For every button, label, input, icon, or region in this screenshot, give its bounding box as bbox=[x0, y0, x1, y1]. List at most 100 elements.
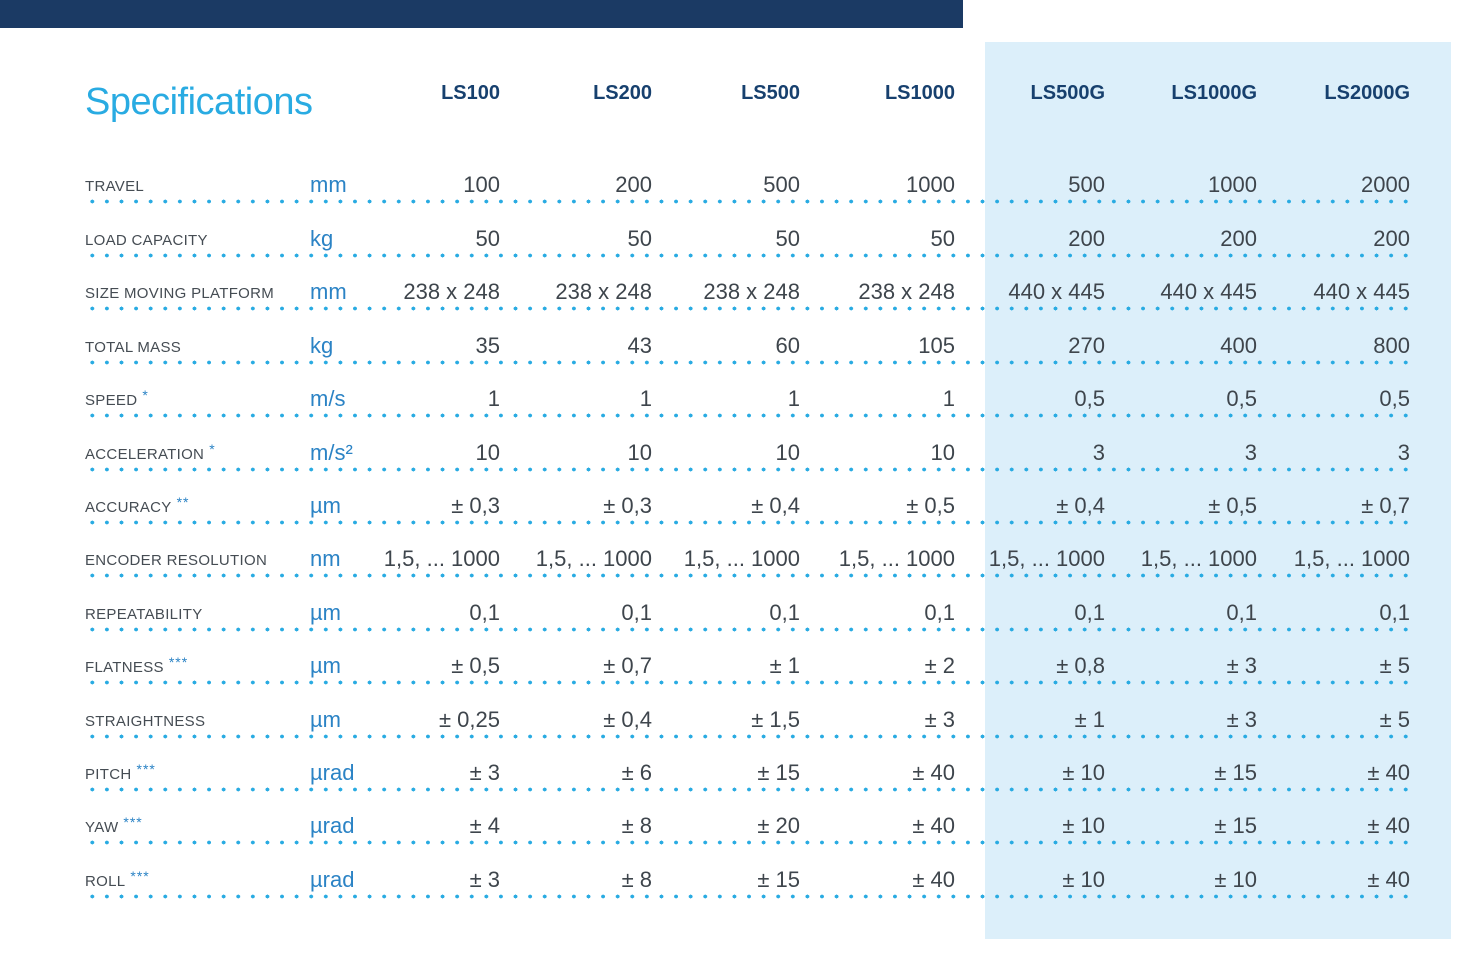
table-row: ENCODER RESOLUTION nm 1,5, ... 1000 1,5, … bbox=[85, 523, 1410, 579]
row-label-cell: LOAD CAPACITY bbox=[85, 233, 310, 256]
value-size-moving-platform-ls500g: 440 x 445 bbox=[1008, 279, 1105, 305]
row-footnote: ** bbox=[176, 493, 190, 510]
value-encoder-resolution-ls2000g: 1,5, ... 1000 bbox=[1293, 546, 1410, 572]
column-header-ls500: LS500 bbox=[741, 82, 800, 104]
value-load-capacity-ls2000g: 200 bbox=[1373, 225, 1410, 251]
value-acceleration-ls2000g: 3 bbox=[1397, 439, 1410, 465]
column-header-ls2000g: LS2000G bbox=[1324, 82, 1410, 104]
value-repeatability-ls500: 0,1 bbox=[769, 599, 800, 625]
value-encoder-resolution-ls1000g: 1,5, ... 1000 bbox=[1140, 546, 1257, 572]
row-unit: µm bbox=[310, 653, 342, 679]
dotted-divider bbox=[85, 413, 1410, 419]
row-label-cell: YAW *** bbox=[85, 815, 310, 843]
table-row: SIZE MOVING PLATFORM mm 238 x 248 238 x 2… bbox=[85, 256, 1410, 312]
value-roll-ls500: ± 15 bbox=[757, 866, 800, 892]
row-unit: m/s bbox=[310, 386, 346, 412]
value-repeatability-ls1000g: 0,1 bbox=[1226, 599, 1257, 625]
value-roll-ls200: ± 8 bbox=[621, 866, 652, 892]
page-title: Specifications bbox=[85, 81, 313, 123]
row-unit: µm bbox=[310, 706, 342, 732]
value-speed-ls1000: 1 bbox=[942, 386, 955, 412]
value-speed-ls2000g: 0,5 bbox=[1379, 386, 1410, 412]
column-header-ls500g: LS500G bbox=[1030, 82, 1105, 104]
row-label: FLATNESS bbox=[85, 659, 164, 677]
table-row: YAW *** µrad ± 4 ± 8 ± 20 ± 40 ± 10 ± 15 ± 40 bbox=[85, 790, 1410, 846]
row-label-cell: SIZE MOVING PLATFORM bbox=[85, 286, 310, 309]
table-body: TRAVEL mm 100 200 500 1000 500 1000 2000 LOAD … bbox=[85, 149, 1410, 899]
value-speed-ls200: 1 bbox=[639, 386, 652, 412]
row-unit: m/s² bbox=[310, 439, 353, 465]
value-straightness-ls500: ± 1,5 bbox=[751, 706, 800, 732]
dotted-divider bbox=[85, 626, 1410, 632]
dotted-divider bbox=[85, 840, 1410, 846]
dotted-divider bbox=[85, 680, 1410, 686]
table-row: TRAVEL mm 100 200 500 1000 500 1000 2000 bbox=[85, 149, 1410, 205]
value-travel-ls200: 200 bbox=[615, 172, 652, 198]
value-flatness-ls1000: ± 2 bbox=[924, 653, 955, 679]
value-load-capacity-ls500g: 200 bbox=[1068, 225, 1105, 251]
value-accuracy-ls200: ± 0,3 bbox=[603, 492, 652, 518]
dotted-divider bbox=[85, 787, 1410, 793]
value-roll-ls1000: ± 40 bbox=[912, 866, 955, 892]
row-label: ACCELERATION bbox=[85, 445, 205, 463]
value-straightness-ls100: ± 0,25 bbox=[438, 706, 500, 732]
row-unit: µm bbox=[310, 599, 342, 625]
row-label: STRAIGHTNESS bbox=[85, 712, 206, 730]
value-load-capacity-ls1000g: 200 bbox=[1220, 225, 1257, 251]
value-total-mass-ls1000: 105 bbox=[918, 332, 955, 358]
value-speed-ls500g: 0,5 bbox=[1074, 386, 1105, 412]
dotted-divider bbox=[85, 733, 1410, 739]
dotted-divider bbox=[85, 466, 1410, 472]
row-unit: kg bbox=[310, 332, 334, 358]
table-row: TOTAL MASS kg 35 43 60 105 270 400 800 bbox=[85, 309, 1410, 365]
value-total-mass-ls1000g: 400 bbox=[1220, 332, 1257, 358]
row-label: SIZE MOVING PLATFORM bbox=[85, 285, 275, 303]
value-yaw-ls2000g: ± 40 bbox=[1367, 813, 1410, 839]
value-yaw-ls500: ± 20 bbox=[757, 813, 800, 839]
row-label-cell: REPEATABILITY bbox=[85, 607, 310, 630]
value-encoder-resolution-ls1000: 1,5, ... 1000 bbox=[838, 546, 955, 572]
value-roll-ls1000g: ± 10 bbox=[1214, 866, 1257, 892]
value-yaw-ls100: ± 4 bbox=[469, 813, 500, 839]
value-pitch-ls1000g: ± 15 bbox=[1214, 760, 1257, 786]
value-roll-ls2000g: ± 40 bbox=[1367, 866, 1410, 892]
value-yaw-ls1000g: ± 15 bbox=[1214, 813, 1257, 839]
row-footnote: * bbox=[142, 387, 149, 404]
dotted-divider bbox=[85, 359, 1410, 365]
value-pitch-ls1000: ± 40 bbox=[912, 760, 955, 786]
value-flatness-ls200: ± 0,7 bbox=[603, 653, 652, 679]
table-row: STRAIGHTNESS µm ± 0,25 ± 0,4 ± 1,5 ± 3 ± 1 ± … bbox=[85, 683, 1410, 739]
value-acceleration-ls500: 10 bbox=[775, 439, 800, 465]
table-row: SPEED * m/s 1 1 1 1 0,5 0,5 0,5 bbox=[85, 363, 1410, 419]
column-header-ls1000g: LS1000G bbox=[1171, 82, 1257, 104]
value-total-mass-ls200: 43 bbox=[627, 332, 652, 358]
value-roll-ls100: ± 3 bbox=[469, 866, 500, 892]
value-accuracy-ls500: ± 0,4 bbox=[751, 492, 800, 518]
spec-table: Specifications LS100 LS200 LS500 LS1000 LS50… bbox=[85, 60, 1410, 899]
dotted-divider bbox=[85, 252, 1410, 258]
value-total-mass-ls2000g: 800 bbox=[1373, 332, 1410, 358]
value-accuracy-ls1000g: ± 0,5 bbox=[1208, 492, 1257, 518]
row-label: ROLL bbox=[85, 872, 126, 890]
row-footnote: *** bbox=[130, 867, 150, 884]
row-label-cell: TRAVEL bbox=[85, 179, 310, 202]
table-row: ACCURACY ** µm ± 0,3 ± 0,3 ± 0,4 ± 0,5 ± 0,4 ±… bbox=[85, 470, 1410, 525]
row-label: PITCH bbox=[85, 766, 132, 784]
value-straightness-ls1000: ± 3 bbox=[924, 706, 955, 732]
value-yaw-ls1000: ± 40 bbox=[912, 813, 955, 839]
table-row: REPEATABILITY µm 0,1 0,1 0,1 0,1 0,1 0,1 0,1 bbox=[85, 576, 1410, 632]
row-label-cell: PITCH *** bbox=[85, 762, 310, 790]
row-label: REPEATABILITY bbox=[85, 605, 203, 623]
value-total-mass-ls500g: 270 bbox=[1068, 332, 1105, 358]
value-repeatability-ls200: 0,1 bbox=[621, 599, 652, 625]
dotted-divider bbox=[85, 893, 1410, 899]
value-repeatability-ls100: 0,1 bbox=[469, 599, 500, 625]
row-footnote: *** bbox=[168, 654, 189, 671]
row-unit: µrad bbox=[310, 813, 355, 839]
row-unit: mm bbox=[310, 279, 347, 305]
row-unit: kg bbox=[310, 225, 334, 251]
row-label-cell: ENCODER RESOLUTION bbox=[85, 553, 310, 576]
value-load-capacity-ls500: 50 bbox=[775, 225, 800, 251]
value-flatness-ls500: ± 1 bbox=[769, 653, 800, 679]
